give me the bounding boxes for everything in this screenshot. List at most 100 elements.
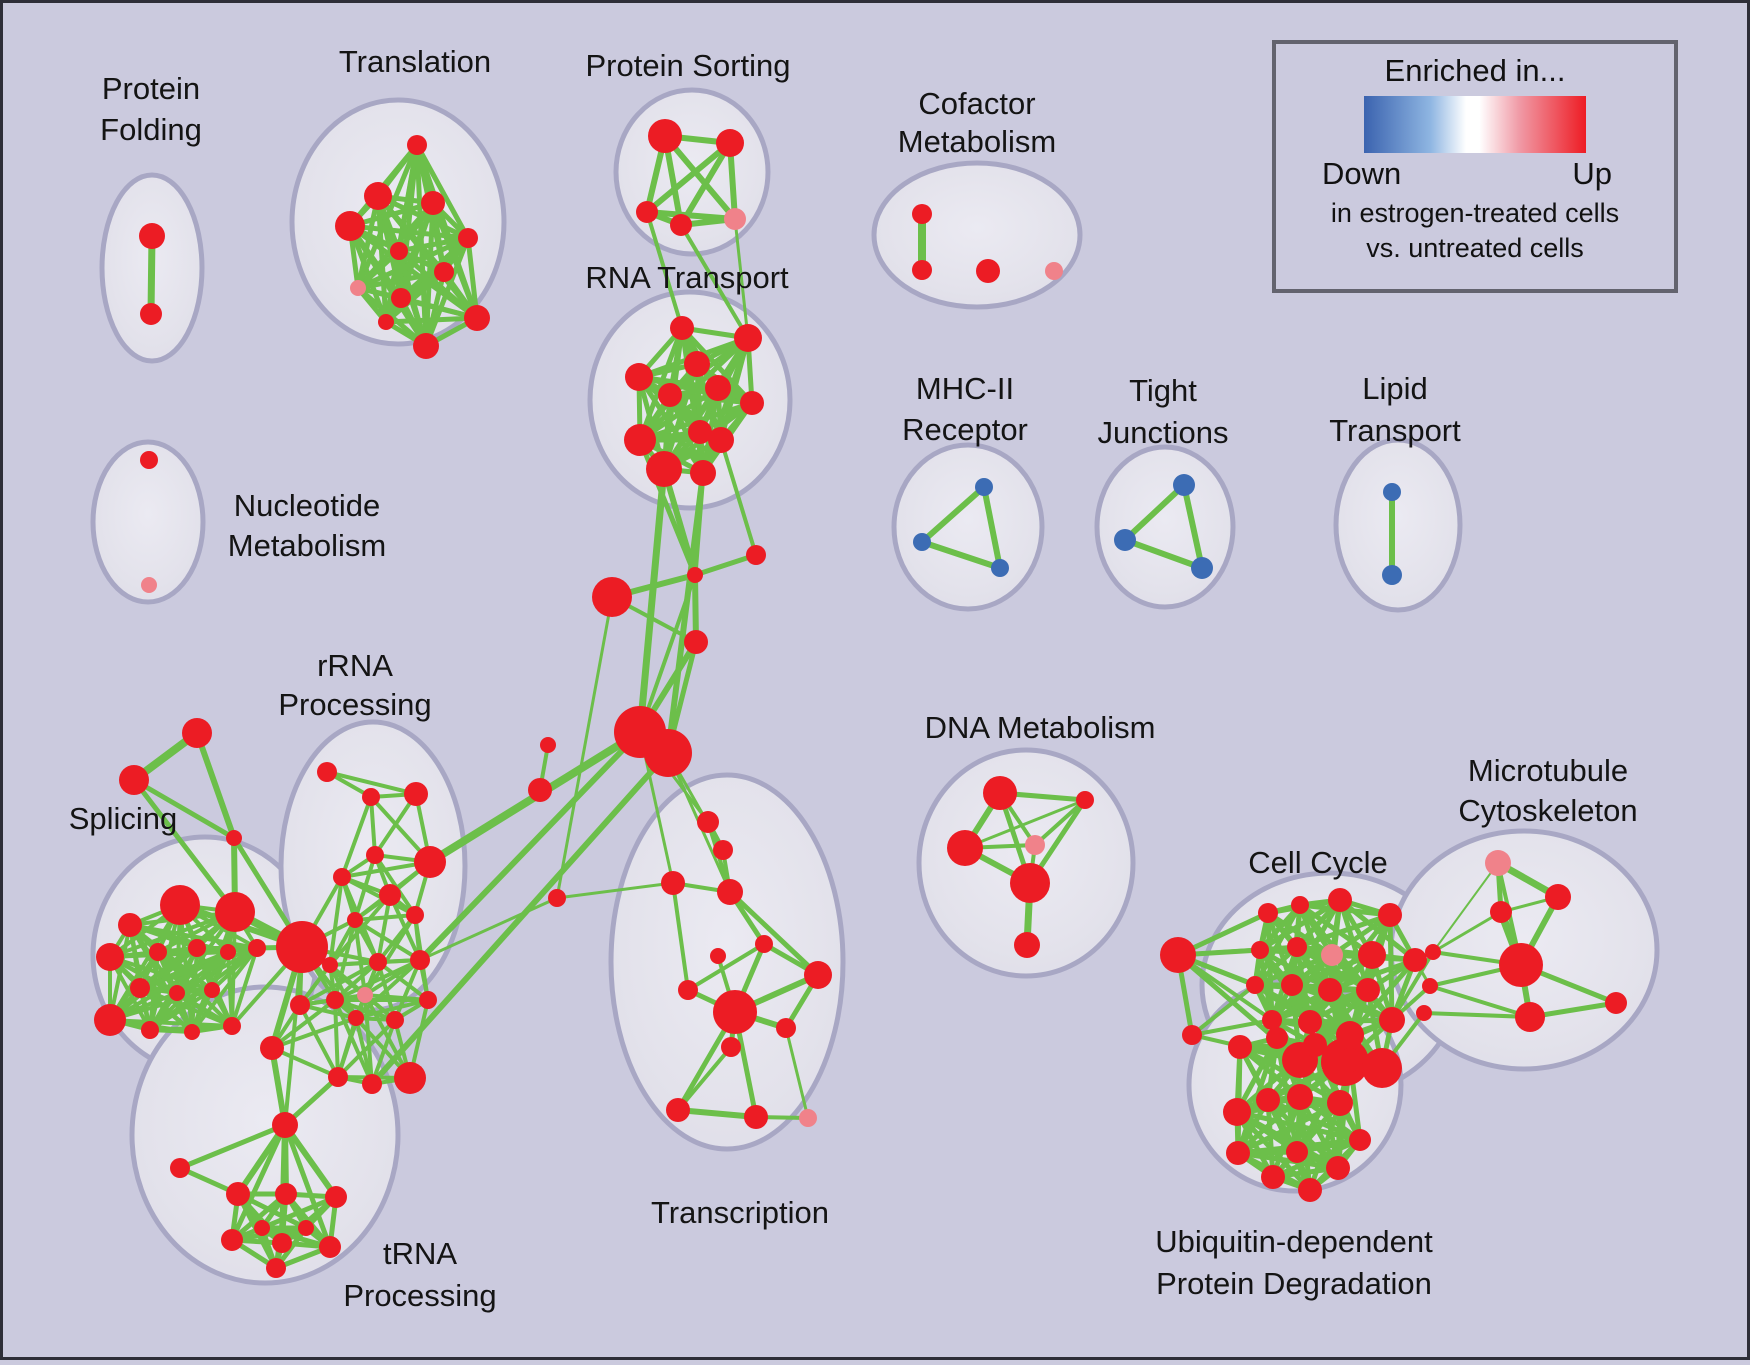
- gene-set-node: [379, 884, 401, 906]
- enrichment-edge: [376, 893, 392, 964]
- enrichment-edge: [282, 1122, 333, 1250]
- enrichment-edge: [1190, 983, 1257, 1037]
- gene-set-node: [1298, 1178, 1322, 1202]
- enrichment-edge: [373, 853, 417, 917]
- nodes-layer: [94, 119, 1627, 1278]
- gene-set-node: [1416, 1005, 1432, 1021]
- gene-set-node: [592, 577, 632, 617]
- enrichment-edge: [396, 248, 480, 321]
- gene-set-node: [160, 885, 200, 925]
- gene-set-node: [1258, 903, 1278, 923]
- gene-set-node: [1403, 948, 1427, 972]
- gene-set-node: [298, 1220, 314, 1236]
- gene-set-node: [378, 314, 394, 330]
- gene-set-node: [215, 892, 255, 932]
- gene-set-node: [540, 737, 556, 753]
- gene-set-node: [182, 718, 212, 748]
- gene-set-node: [272, 1233, 292, 1253]
- gene-set-node: [404, 782, 428, 806]
- enrichment-edge: [325, 770, 418, 796]
- gene-set-node: [260, 1036, 284, 1060]
- gene-set-node: [708, 427, 734, 453]
- enrichment-edge: [1432, 862, 1499, 953]
- enrichment-edge: [270, 1016, 358, 1050]
- gene-set-node: [96, 943, 124, 971]
- gene-set-node: [1328, 888, 1352, 912]
- enrichment-edge: [229, 1225, 309, 1243]
- enrichment-edge: [700, 335, 751, 476]
- enrichment-edge: [398, 295, 480, 321]
- gene-set-node: [804, 961, 832, 989]
- enrichment-edge: [383, 248, 402, 325]
- cluster-ellipse-NM: [90, 439, 206, 605]
- enrichment-edge: [727, 889, 821, 978]
- enrichment-edge: [230, 946, 259, 1028]
- gene-set-node: [799, 1109, 817, 1127]
- gene-set-node: [644, 729, 692, 777]
- gene-set-node: [1286, 1141, 1308, 1163]
- gene-set-node: [717, 879, 743, 905]
- enrichment-edge: [336, 1018, 397, 1079]
- cluster-label-rrna-processing: rRNA Processing: [278, 648, 431, 722]
- cluster-label-cell-cycle: Cell Cycle: [1248, 845, 1388, 880]
- enrichment-edge: [328, 875, 344, 967]
- gene-set-node: [1025, 835, 1045, 855]
- legend-gradient-bar: [1364, 96, 1586, 153]
- gene-set-node: [721, 1037, 741, 1057]
- gene-set-node: [140, 451, 158, 469]
- gene-set-node: [140, 303, 162, 325]
- enrichment-edge: [1289, 952, 1375, 988]
- gene-set-node: [169, 985, 185, 1001]
- gene-set-node: [1499, 943, 1543, 987]
- gene-set-node: [636, 201, 658, 223]
- enrichment-edge: [1122, 537, 1205, 571]
- enrichment-edge: [662, 133, 738, 222]
- cluster-label-dna-metabolism: DNA Metabolism: [925, 710, 1156, 745]
- legend-title: Enriched in...: [1384, 53, 1566, 88]
- gene-set-node: [1291, 896, 1309, 914]
- enrichment-edge: [1327, 957, 1418, 993]
- gene-set-node: [947, 830, 983, 866]
- gene-set-node: [755, 935, 773, 953]
- legend-up-label: Up: [1572, 156, 1612, 191]
- enrichment-edge: [719, 438, 758, 557]
- cluster-label-mhc-ii-receptor: MHC-II Receptor: [902, 371, 1028, 447]
- enrichment-edge: [269, 1045, 288, 1128]
- gene-set-node: [394, 1062, 426, 1094]
- gene-set-node: [1266, 1027, 1288, 1049]
- enrichment-edge: [1307, 1017, 1395, 1025]
- cluster-ellipse-LT: [1333, 437, 1463, 613]
- gene-set-node: [254, 1220, 270, 1236]
- gene-set-node: [1303, 1033, 1327, 1057]
- gene-set-node: [912, 260, 932, 280]
- gene-set-node: [697, 811, 719, 833]
- gene-set-node: [325, 1186, 347, 1208]
- enrichment-edge: [108, 988, 214, 1022]
- gene-set-node: [705, 375, 731, 401]
- gene-set-node: [528, 778, 552, 802]
- enrichment-edge: [336, 1016, 358, 1079]
- cluster-label-protein-sorting: Protein Sorting: [585, 48, 790, 83]
- enrichment-edge: [1270, 1094, 1303, 1180]
- enrichment-edge: [229, 1191, 289, 1243]
- legend-down-label: Down: [1322, 156, 1402, 191]
- enrichment-edge: [733, 217, 750, 340]
- enrichment-edge: [355, 248, 402, 291]
- gene-set-node: [149, 943, 167, 961]
- gene-set-node: [458, 228, 478, 248]
- gene-set-node: [646, 451, 682, 487]
- cluster-label-rna-transport: RNA Transport: [585, 260, 789, 295]
- enrichment-edge: [131, 777, 237, 841]
- gene-set-node: [1173, 474, 1195, 496]
- gene-set-node: [1114, 529, 1136, 551]
- gene-set-node: [724, 208, 746, 230]
- gene-set-node: [913, 533, 931, 551]
- gene-set-node: [326, 991, 344, 1009]
- gene-set-node: [1228, 1035, 1252, 1059]
- gene-set-node: [413, 333, 439, 359]
- cluster-ellipse-TRX: [608, 772, 846, 1152]
- gene-set-node: [1010, 863, 1050, 903]
- gene-set-node: [357, 987, 373, 1003]
- enrichment-edge: [784, 1026, 810, 1120]
- gene-set-node: [1076, 791, 1094, 809]
